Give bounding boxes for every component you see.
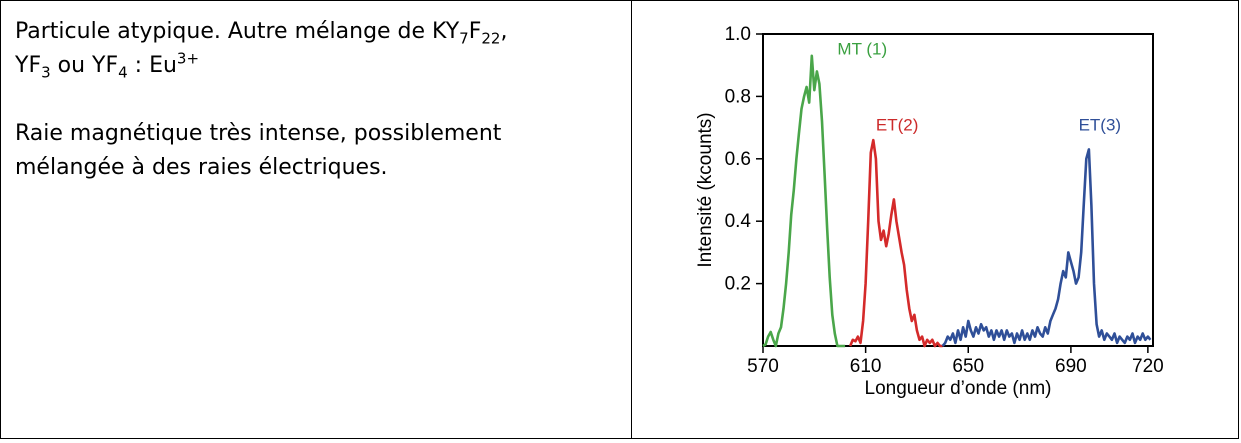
line1-text-c: , xyxy=(500,19,508,44)
x-tick-label-3: 690 xyxy=(1055,356,1087,377)
line2-text-b: ou YF xyxy=(50,53,119,78)
line2-text-c: : Eu xyxy=(127,53,177,78)
x-tick-label-1: 610 xyxy=(850,356,882,377)
spectrum-comment: Raie magnétique très intense, possibleme… xyxy=(15,121,502,180)
x-tick-label-4: 720 xyxy=(1132,356,1164,377)
y-tick-label-2: 0.6 xyxy=(725,149,751,170)
x-tick-label-2: 650 xyxy=(952,356,984,377)
line2-text: YF xyxy=(15,53,42,78)
series-line-2 xyxy=(849,138,943,348)
peak-label-1: MT (1) xyxy=(837,39,887,58)
superscript-3plus: 3+ xyxy=(176,49,200,68)
x-tick-label-0: 570 xyxy=(747,356,779,377)
x-axis-label: Longueur d’onde (nm) xyxy=(865,378,1052,399)
y-tick-label-3: 0.8 xyxy=(725,86,751,107)
peak-label-2: ET(2) xyxy=(876,116,919,135)
subscript-4: 4 xyxy=(118,63,128,82)
line1-text-b: F xyxy=(468,19,482,44)
chart-cell: 570 610 650 690 720 0.2 0.4 0.6 0.8 1.0 Longueur d… xyxy=(633,1,1238,438)
y-axis-label: Intensité (kcounts) xyxy=(695,112,716,267)
y-tick-label-1: 0.4 xyxy=(725,211,752,232)
y-tick-label-0: 0.2 xyxy=(725,274,751,295)
spectrum-chart: 570 610 650 690 720 0.2 0.4 0.6 0.8 1.0 Longueur d… xyxy=(695,24,1164,399)
peak-label-3: ET(3) xyxy=(1079,116,1122,135)
description-cell: Particule atypique. Autre mélange de KY7… xyxy=(1,1,632,438)
subscript-22: 22 xyxy=(481,29,501,48)
y-tick-label-4: 1.0 xyxy=(725,24,751,45)
line1-text: Particule atypique. Autre mélange de KY xyxy=(15,19,460,44)
subscript-3: 3 xyxy=(41,63,51,82)
plot-frame xyxy=(762,33,1154,347)
series-line-1 xyxy=(762,54,846,348)
series-line-3 xyxy=(941,148,1152,347)
particle-description: Particule atypique. Autre mélange de KY7… xyxy=(15,15,617,83)
subscript-7: 7 xyxy=(459,29,469,48)
